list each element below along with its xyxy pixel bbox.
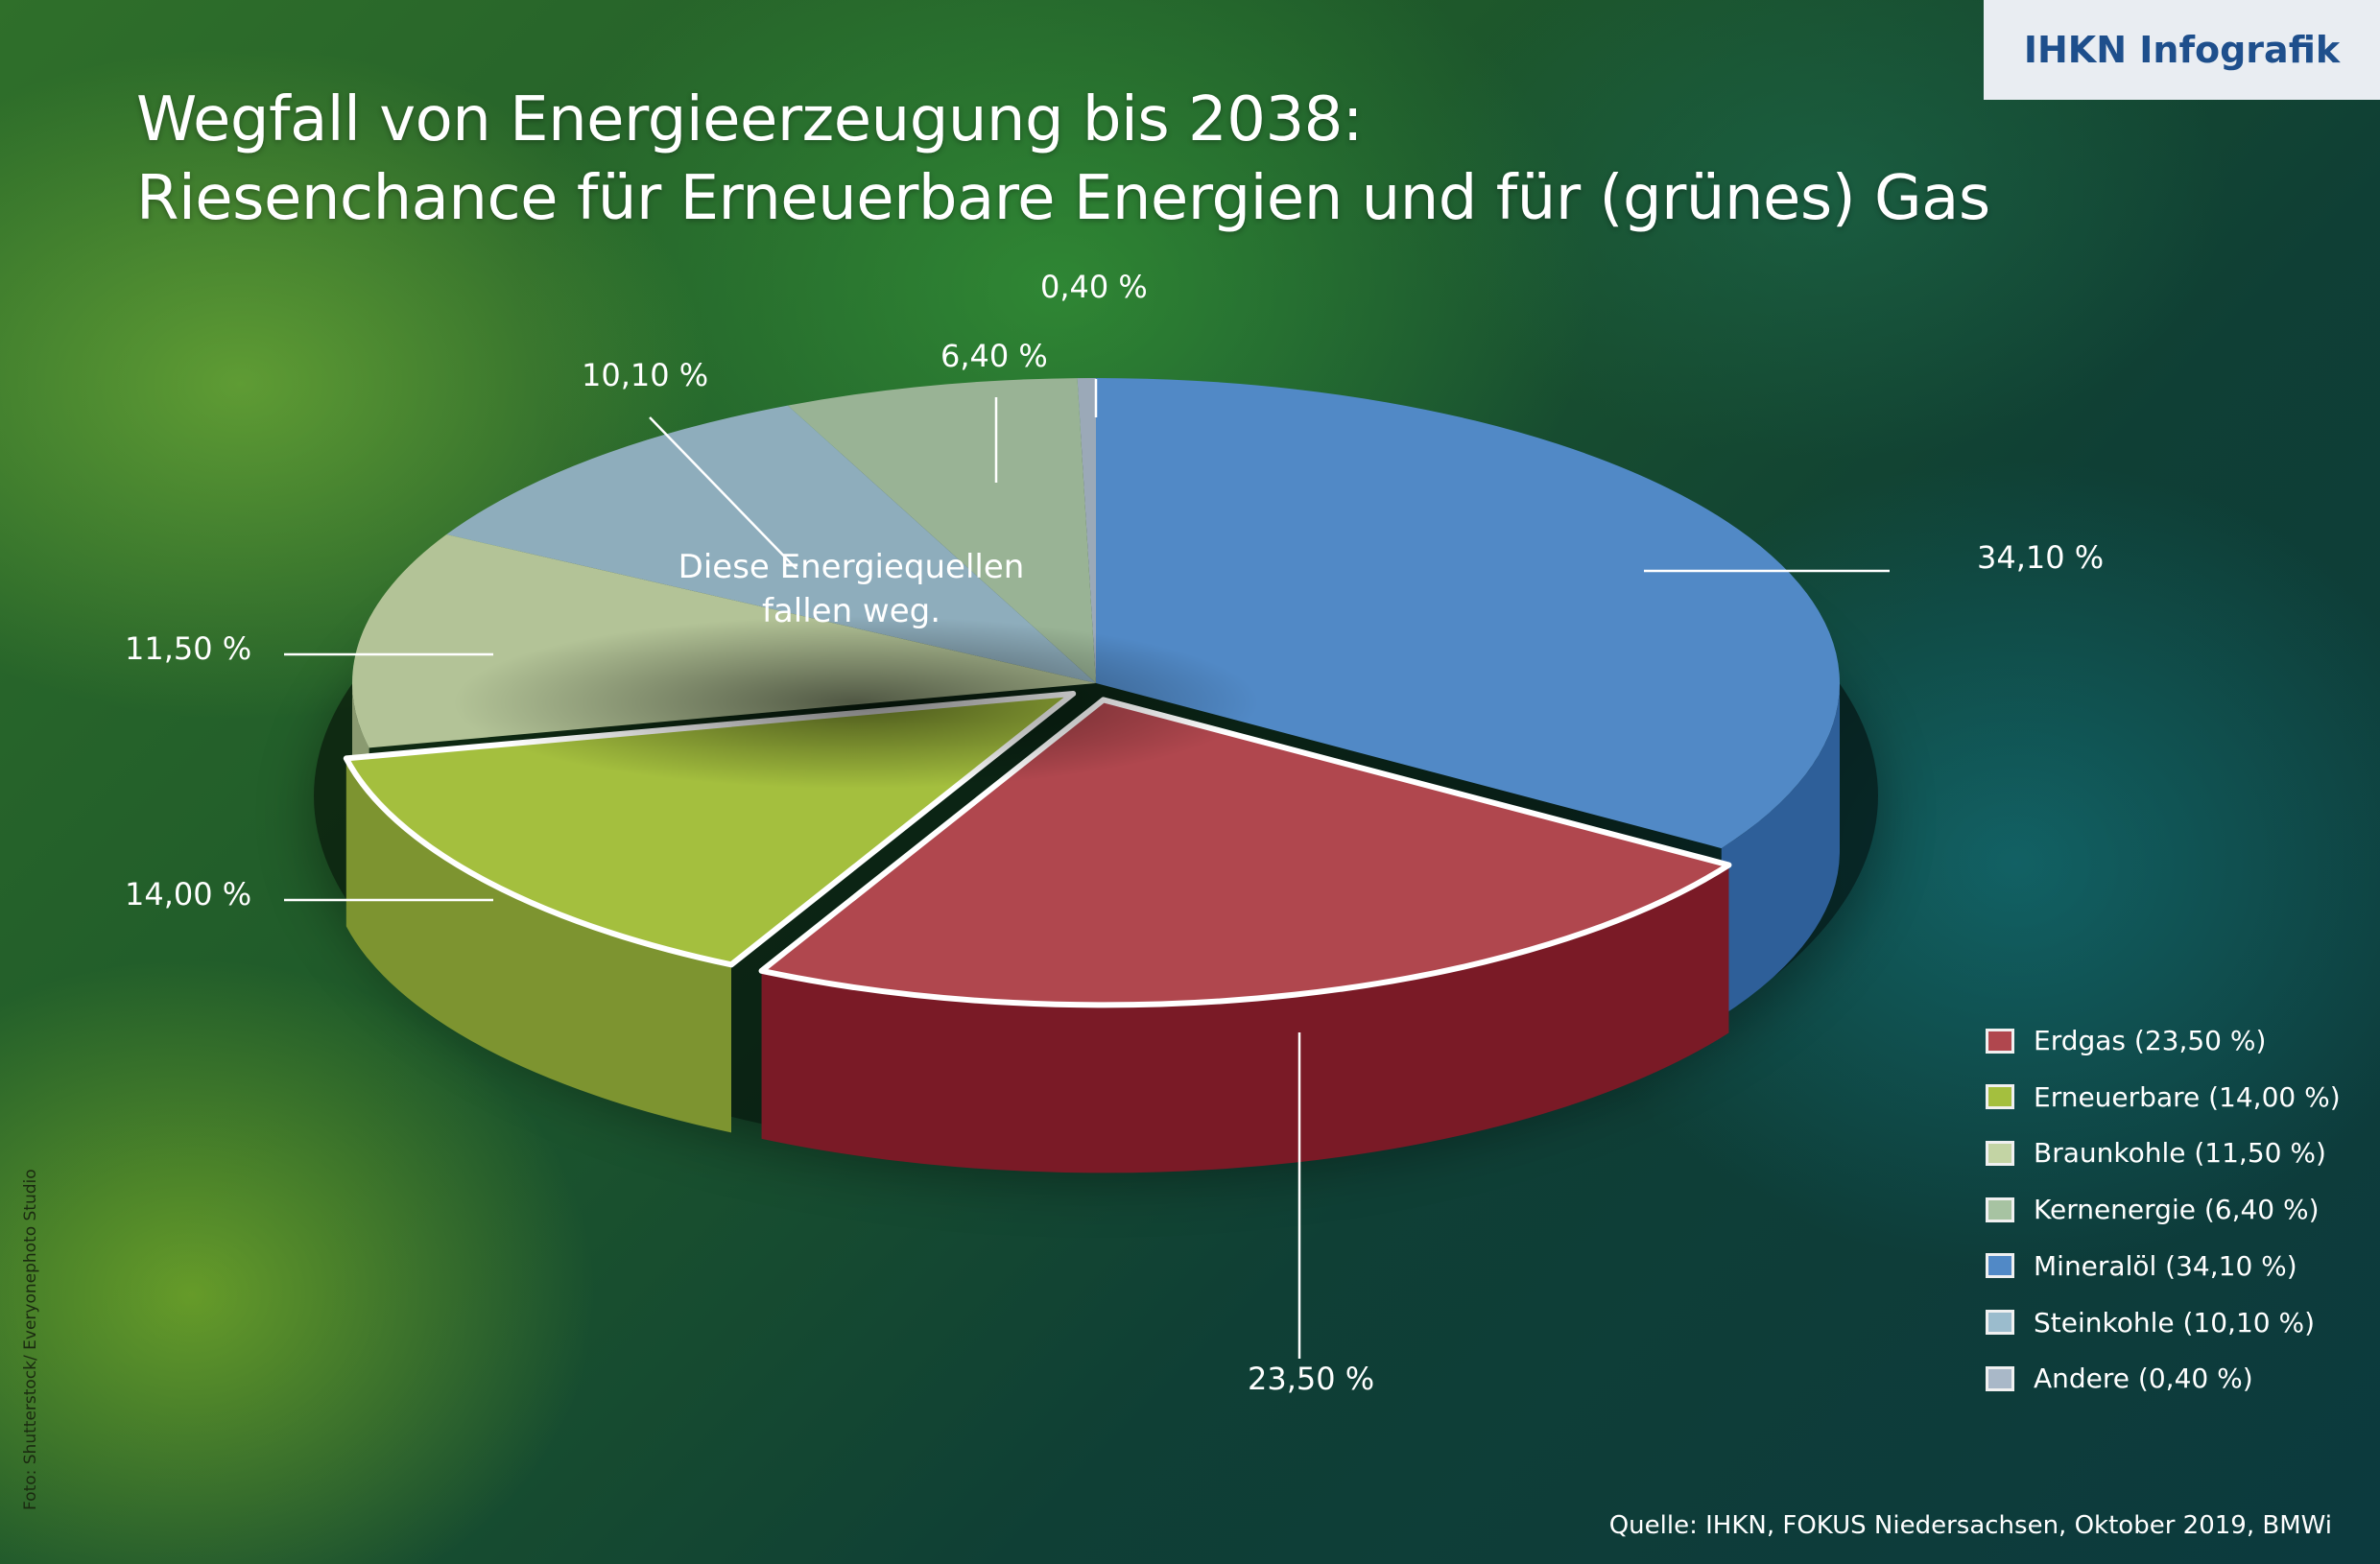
pie-slice-mineralöl [1096,378,1841,1017]
legend-swatch [1986,1197,2014,1222]
leader-line-steinkohle [649,416,797,570]
pie-slice-top [758,697,1732,1008]
legend-label: Mineralöl (34,10 %) [2034,1249,2297,1282]
source-text: Quelle: IHKN, FOKUS Niedersachsen, Oktob… [1608,1511,2332,1540]
data-label-erneuerbare: 14,00 % [125,876,252,912]
legend-label: Erneuerbare (14,00 %) [2034,1080,2341,1113]
pie-slice-erdgas [758,697,1732,1173]
legend-label: Andere (0,40 %) [2034,1363,2253,1395]
legend-swatch [1986,1253,2014,1279]
data-label-mineralöl: 34,10 % [1977,539,2105,576]
legend-swatch [1986,1140,2014,1166]
data-label-erdgas: 23,50 % [1248,1361,1375,1397]
pie-slice-top [787,378,1096,683]
data-label-andere: 0,40 % [1040,269,1148,305]
legend-label: Erdgas (23,50 %) [2034,1025,2267,1056]
legend-item-mineralöl: Mineralöl (34,10 %) [1986,1250,2297,1282]
legend-label: Steinkohle (10,10 %) [2034,1306,2316,1339]
note-line1: Diese Energiequellen [678,548,1025,586]
chart-title-line1: Wegfall von Energieerzeugung bis 2038: [136,84,1363,155]
data-label-braunkohle: 11,50 % [125,630,252,667]
photo-credit: Foto: Shutterstock/ Everyonephoto Studio [21,1169,40,1510]
pie-slice-side [761,865,1729,1173]
pie-slice-top [1096,378,1841,849]
legend-swatch [1986,1365,2014,1391]
legend-item-kernenergie: Kernenergie (6,40 %) [1986,1194,2320,1225]
legend-item-erneuerbare: Erneuerbare (14,00 %) [1986,1081,2341,1113]
legend-item-braunkohle: Braunkohle (11,50 %) [1986,1137,2326,1169]
note-text: Diese Energiequellen fallen weg. [659,545,1043,633]
pie-slice-side [1721,683,1840,1017]
legend-item-andere: Andere (0,40 %) [1986,1363,2253,1394]
pie-slice-top [1077,378,1096,683]
legend-swatch [1986,1028,2014,1054]
legend-label: Braunkohle (11,50 %) [2034,1137,2326,1170]
legend-item-erdgas: Erdgas (23,50 %) [1986,1025,2266,1056]
legend-label: Kernenergie (6,40 %) [2034,1194,2320,1226]
pie-slice-kernenergie [787,378,1096,683]
brand-badge: IHKN Infografik [1984,0,2380,100]
pie-slice-andere [1077,378,1096,683]
slice-shadow [453,616,1259,789]
legend-item-steinkohle: Steinkohle (10,10 %) [1986,1307,2315,1339]
legend-swatch [1986,1310,2014,1335]
data-label-kernenergie: 6,40 % [940,338,1048,374]
legend-swatch [1986,1084,2014,1110]
data-label-steinkohle: 10,10 % [582,357,709,393]
note-line2: fallen weg. [761,592,941,630]
pie-slice-side [345,758,732,1133]
chart-title-line2: Riesenchance für Erneuerbare Energien un… [136,163,1990,234]
